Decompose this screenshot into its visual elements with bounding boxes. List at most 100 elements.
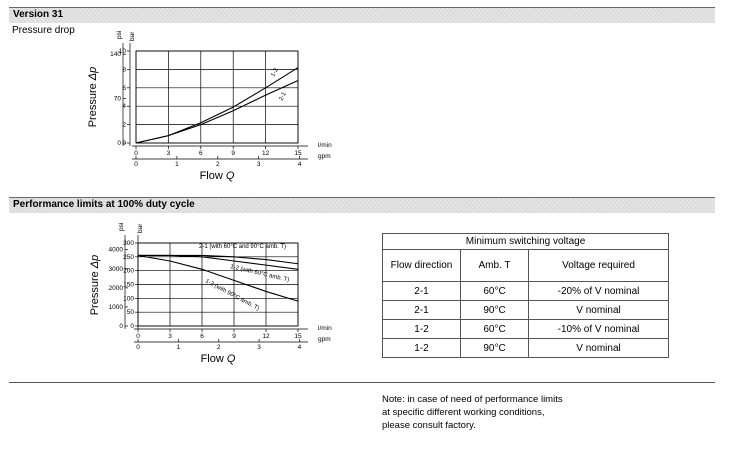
header-voltage-required: Voltage required xyxy=(527,249,670,282)
y-tick-label-secondary: 70 xyxy=(114,96,122,103)
y-tick-label-secondary: 1000 xyxy=(109,304,124,311)
performance-header-band: Performance limits at 100% duty cycle xyxy=(9,197,715,213)
x-axis-label-word: Flow xyxy=(201,353,227,365)
table-title: Minimum switching voltage xyxy=(381,233,670,250)
cell-amb-t: 90°C xyxy=(460,300,529,320)
y-tick-label: 300 xyxy=(123,240,134,247)
x-tick-label: 3 xyxy=(167,150,171,157)
series-label: 1-2 (with 90°C amb. T) xyxy=(204,278,260,312)
x-tick-label-secondary: 4 xyxy=(298,161,302,168)
table-row: 2-1 60°C -20% of V nominal xyxy=(382,281,670,301)
x-tick-label: 6 xyxy=(199,150,203,157)
y-tick-label: 200 xyxy=(123,268,134,275)
y-unit-primary: bar xyxy=(137,223,144,233)
pressure-drop-title: Pressure drop xyxy=(12,25,75,36)
x-tick-label-secondary: 4 xyxy=(298,344,302,351)
y-unit-primary: bar xyxy=(129,31,136,41)
cell-flow-direction: 2-1 xyxy=(382,281,461,301)
y-axis-label-symbol: Δp xyxy=(87,67,99,82)
y-tick-label: 50 xyxy=(127,309,135,316)
y-unit-secondary: psi xyxy=(118,223,125,231)
series-label: 2-1 xyxy=(278,91,288,102)
cell-voltage: -20% of V nominal xyxy=(527,281,670,301)
plot-frame xyxy=(135,50,299,144)
x-unit-secondary: gpm xyxy=(318,336,331,343)
x-tick-label: 12 xyxy=(262,150,270,157)
cell-amb-t: 60°C xyxy=(460,319,529,339)
x-axis-label-symbol: Q xyxy=(226,170,235,182)
x-unit-secondary: gpm xyxy=(318,153,331,160)
performance-title: Performance limits at 100% duty cycle xyxy=(13,199,195,210)
x-tick-label: 0 xyxy=(134,150,138,157)
x-tick-label-secondary: 3 xyxy=(257,161,261,168)
header-flow-direction: Flow direction xyxy=(382,249,461,282)
cell-amb-t: 60°C xyxy=(460,281,529,301)
y-tick-label: 10 xyxy=(119,48,127,55)
switching-voltage-table: Minimum switching voltage Flow direction… xyxy=(381,233,670,358)
series-line xyxy=(135,79,299,144)
x-tick-label: 9 xyxy=(231,150,235,157)
y-tick-label-secondary: 0 xyxy=(117,140,121,147)
cell-voltage: V nominal xyxy=(527,300,670,320)
x-unit-primary: l/min xyxy=(318,142,332,149)
cell-flow-direction: 2-1 xyxy=(382,300,461,320)
x-tick-label: 0 xyxy=(136,333,140,340)
y-tick-label-secondary: 2000 xyxy=(109,285,124,292)
header-amb-t: Amb. T xyxy=(460,249,529,282)
y-tick-label: 4 xyxy=(122,103,126,110)
series-line xyxy=(135,67,299,144)
x-tick-label: 15 xyxy=(294,150,302,157)
x-axis-label-word: Flow xyxy=(200,170,226,182)
cell-voltage: -10% of V nominal xyxy=(527,319,670,339)
y-tick-label: 150 xyxy=(123,282,134,289)
x-tick-label-secondary: 2 xyxy=(217,344,221,351)
x-tick-label: 6 xyxy=(200,333,204,340)
x-tick-label: 3 xyxy=(168,333,172,340)
x-unit-primary: l/min xyxy=(318,325,332,332)
y-axis-label: Pressure Δp xyxy=(87,67,99,128)
note-line-3: please consult factory. xyxy=(382,420,476,431)
x-axis-label-symbol: Q xyxy=(227,353,236,365)
y-tick-label: 6 xyxy=(122,85,126,92)
y-axis-label-word: Pressure xyxy=(87,80,99,127)
y-tick-label-secondary: 3000 xyxy=(109,266,124,273)
cell-flow-direction: 1-2 xyxy=(382,338,461,358)
cell-voltage: V nominal xyxy=(527,338,670,358)
y-tick-label: 100 xyxy=(123,295,134,302)
version-header-band: Version 31 xyxy=(9,7,715,23)
y-tick-label: 0 xyxy=(130,323,134,330)
y-tick-label-secondary: 0 xyxy=(119,323,123,330)
x-tick-label-secondary: 1 xyxy=(177,344,181,351)
bottom-divider xyxy=(9,382,715,383)
y-tick-label: 250 xyxy=(123,254,134,261)
note-text: Note: in case of need of performance lim… xyxy=(382,393,563,432)
note-line-2: at specific different working conditions… xyxy=(382,407,545,418)
y-tick-label-secondary: 140 xyxy=(110,51,121,58)
x-tick-label-secondary: 0 xyxy=(136,344,140,351)
x-tick-label-secondary: 0 xyxy=(134,161,138,168)
x-tick-label-secondary: 1 xyxy=(175,161,179,168)
x-tick-label: 9 xyxy=(232,333,236,340)
series-line xyxy=(137,254,299,302)
table-row: 2-1 90°C V nominal xyxy=(382,300,670,320)
cell-amb-t: 90°C xyxy=(460,338,529,358)
y-tick-label: 0 xyxy=(122,140,126,147)
series-label: 1-2 xyxy=(270,67,280,78)
y-tick-label: 2 xyxy=(122,122,126,129)
y-axis-label: Pressure Δp xyxy=(89,255,101,316)
x-axis-label: Flow Q xyxy=(201,353,236,365)
y-tick-label-secondary: 4000 xyxy=(109,247,124,254)
table-row: 1-2 90°C V nominal xyxy=(382,338,670,358)
series-line xyxy=(138,254,299,270)
x-tick-label: 12 xyxy=(262,333,270,340)
table-row: 1-2 60°C -10% of V nominal xyxy=(382,319,670,339)
x-tick-label-secondary: 3 xyxy=(257,344,261,351)
y-tick-label: 8 xyxy=(122,66,126,73)
cell-flow-direction: 1-2 xyxy=(382,319,461,339)
y-axis-label-word: Pressure xyxy=(89,268,101,315)
version-title: Version 31 xyxy=(13,9,64,20)
series-label: 2-1 (with 60°C and 90°C amb. T) xyxy=(199,244,286,250)
note-line-1: Note: in case of need of performance lim… xyxy=(382,394,563,405)
